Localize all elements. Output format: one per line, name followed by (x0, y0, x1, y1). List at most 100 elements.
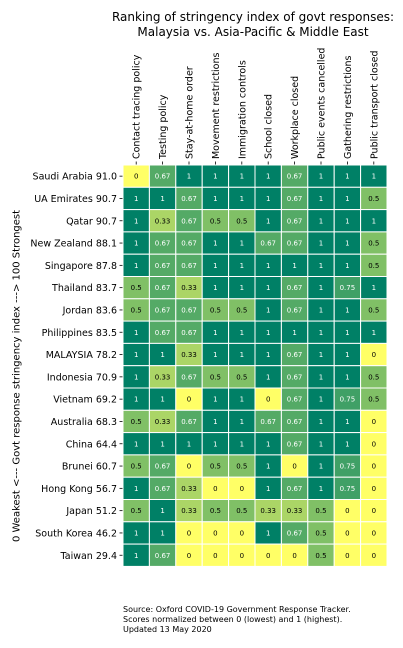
cell-value-label: 0.33 (181, 284, 197, 292)
cell-value-label: 1 (345, 373, 349, 381)
source-note: Source: Oxford COVID-19 Government Respo… (123, 605, 351, 635)
cell-value-label: 0.75 (340, 485, 356, 493)
column-label: Public events cancelled (317, 48, 328, 159)
cell-value-label: 1 (213, 440, 217, 448)
cell-value-label: 0.67 (181, 195, 197, 203)
cell-value-label: 1 (160, 507, 164, 515)
row-label: Qatar 90.7 (66, 216, 117, 227)
cell-value-label: 0.67 (287, 485, 303, 493)
cell-value-label: 1 (266, 195, 270, 203)
cell-value-label: 0.67 (287, 284, 303, 292)
cell-value-label: 0 (372, 463, 376, 471)
cell-value-label: 1 (160, 440, 164, 448)
cell-value-label: 0.67 (155, 306, 171, 314)
cell-value-label: 0 (345, 529, 349, 537)
row-label: New Zealand 88.1 (30, 239, 117, 250)
cell-value-label: 0.67 (155, 240, 171, 248)
cell-value-label: 1 (213, 262, 217, 270)
cell-value-label: 0.5 (368, 262, 379, 270)
cell-value-label: 0.5 (236, 507, 247, 515)
cell-value-label: 1 (345, 173, 349, 181)
cell-value-label: 1 (319, 351, 323, 359)
cell-value-label: 1 (134, 217, 138, 225)
cell-value-label: 0 (292, 463, 296, 471)
column-label: Movement restrictions (211, 52, 222, 159)
cell-value-label: 0 (292, 552, 296, 560)
heatmap-cell (360, 543, 388, 567)
cell-value-label: 0 (213, 529, 217, 537)
cell-value-label: 1 (372, 217, 376, 225)
cell-value-label: 1 (240, 396, 244, 404)
cell-value-label: 0.5 (131, 306, 142, 314)
cell-value-label: 1 (266, 262, 270, 270)
cell-value-label: 0.67 (155, 552, 171, 560)
row-label: Philippines 83.5 (42, 328, 117, 339)
cell-value-label: 0 (240, 529, 244, 537)
cell-value-label: 0.5 (236, 306, 247, 314)
cell-value-label: 1 (266, 329, 270, 337)
column-labels: Contact tracing policy Testing policy Stay… (132, 48, 380, 165)
cell-value-label: 0.67 (181, 240, 197, 248)
cell-value-label: 1 (213, 195, 217, 203)
cell-value-label: 1 (134, 351, 138, 359)
cell-value-label: 0.67 (287, 351, 303, 359)
cell-value-label: 1 (213, 173, 217, 181)
cell-value-label: 0 (213, 485, 217, 493)
cell-value-label: 1 (345, 195, 349, 203)
cell-value-label: 0 (372, 440, 376, 448)
cell-value-label: 0.5 (368, 240, 379, 248)
heatmap-cells: 0 0.67 1 1 1 1 0.67 1 1 1 1 1 0.67 1 1 1 0.67 1 1 0.5 1 0.33 0… (122, 164, 388, 567)
cell-value-label: 1 (345, 418, 349, 426)
cell-value-label: 0.5 (210, 306, 221, 314)
cell-value-label: 0 (345, 507, 349, 515)
cell-value-label: 1 (266, 306, 270, 314)
column-label: Testing policy (158, 94, 169, 160)
cell-value-label: 1 (292, 262, 296, 270)
cell-value-label: 0 (372, 507, 376, 515)
cell-value-label: 0.67 (155, 173, 171, 181)
row-label: MALAYSIA 78.2 (46, 350, 117, 361)
cell-value-label: 1 (266, 173, 270, 181)
cell-value-label: 0.33 (155, 373, 171, 381)
cell-value-label: 1 (134, 262, 138, 270)
cell-value-label: 0.5 (236, 373, 247, 381)
cell-value-label: 0 (187, 529, 191, 537)
row-label: Japan 51.2 (65, 506, 117, 517)
cell-value-label: 1 (319, 195, 323, 203)
cell-value-label: 1 (266, 463, 270, 471)
cell-value-label: 1 (134, 485, 138, 493)
column-label: Contact tracing policy (132, 54, 143, 159)
cell-value-label: 1 (319, 440, 323, 448)
cell-value-label: 1 (213, 418, 217, 426)
cell-value-label: 1 (266, 529, 270, 537)
cell-value-label: 1 (319, 262, 323, 270)
chart-title: Ranking of stringency index of govt resp… (92, 10, 403, 40)
column-label: Gathering restrictions (343, 55, 354, 159)
cell-value-label: 0.67 (287, 396, 303, 404)
chart-title-line-2: Malaysia vs. Asia-Pacific & Middle East (137, 25, 369, 39)
cell-value-label: 1 (213, 329, 217, 337)
cell-value-label: 0.33 (181, 507, 197, 515)
cell-value-label: 1 (319, 217, 323, 225)
cell-value-label: 0 (240, 485, 244, 493)
cell-value-label: 0.67 (181, 418, 197, 426)
cell-value-label: 0.33 (181, 351, 197, 359)
cell-value-label: 1 (240, 284, 244, 292)
cell-value-label: 0.67 (181, 329, 197, 337)
cell-value-label: 1 (266, 351, 270, 359)
cell-value-label: 1 (266, 284, 270, 292)
row-label: South Korea 46.2 (35, 528, 117, 539)
row-label: Australia 68.3 (51, 417, 117, 428)
cell-value-label: 1 (345, 217, 349, 225)
cell-value-label: 1 (345, 262, 349, 270)
cell-value-label: 1 (345, 306, 349, 314)
cell-value-label: 1 (134, 195, 138, 203)
column-label: Immigration controls (237, 60, 248, 159)
cell-value-label: 1 (160, 351, 164, 359)
cell-value-label: 1 (319, 373, 323, 381)
cell-value-label: 1 (134, 440, 138, 448)
cell-value-label: 1 (345, 351, 349, 359)
cell-value-label: 0.67 (181, 217, 197, 225)
cell-value-label: 0.5 (368, 306, 379, 314)
